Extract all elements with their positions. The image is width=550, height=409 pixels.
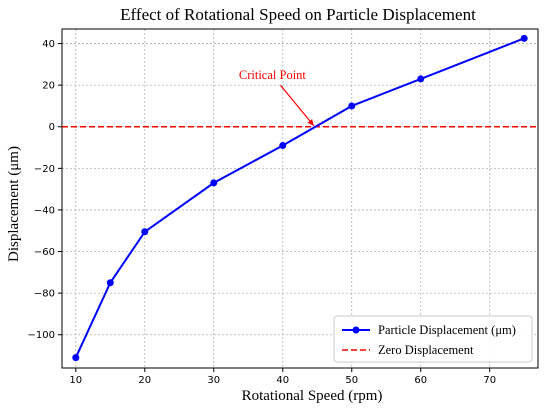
chart-title: Effect of Rotational Speed on Particle D… — [120, 5, 476, 24]
y-tick-label: 0 — [49, 122, 55, 133]
data-point — [106, 279, 114, 287]
series — [72, 34, 528, 362]
y-axis-label: Displacement (μm) — [6, 146, 22, 262]
annotation-arrowhead — [307, 118, 314, 126]
data-point — [72, 354, 80, 362]
legend-box — [333, 315, 533, 363]
data-point — [141, 228, 149, 236]
x-tick-label: 10 — [69, 375, 82, 386]
x-tick-label: 40 — [276, 375, 289, 386]
x-axis: 10 20 30 40 50 60 70 — [69, 368, 496, 386]
data-point — [348, 102, 356, 110]
y-tick-label: −80 — [34, 289, 55, 300]
legend: Particle Displacement (μm) Zero Displacem… — [333, 315, 533, 363]
legend-marker-particle — [352, 326, 360, 334]
y-tick-label: 40 — [42, 39, 55, 50]
data-point — [210, 179, 218, 187]
x-tick-label: 20 — [138, 375, 151, 386]
x-tick-label: 60 — [414, 375, 427, 386]
series-line — [74, 37, 525, 359]
annotations: Critical Point — [239, 68, 315, 127]
y-tick-label: −20 — [34, 164, 55, 175]
y-tick-label: 20 — [42, 81, 55, 92]
data-point — [520, 34, 528, 42]
data-point — [417, 75, 425, 83]
y-tick-label: −40 — [34, 205, 55, 216]
annotation-label: Critical Point — [239, 68, 307, 82]
y-axis: −100 −80 −60 −40 −20 0 20 40 — [28, 39, 62, 341]
legend-label-zero: Zero Displacement — [378, 343, 474, 357]
annotation-arrow-line — [279, 84, 315, 127]
plot-frame — [61, 28, 539, 369]
x-tick-label: 30 — [207, 375, 220, 386]
y-tick-label: −60 — [34, 247, 55, 258]
x-axis-label: Rotational Speed (rpm) — [242, 388, 383, 404]
data-point — [279, 141, 287, 149]
y-tick-label: −100 — [28, 330, 55, 341]
x-tick-label: 70 — [483, 375, 496, 386]
x-tick-label: 50 — [345, 375, 358, 386]
legend-label-particle: Particle Displacement (μm) — [378, 323, 516, 337]
